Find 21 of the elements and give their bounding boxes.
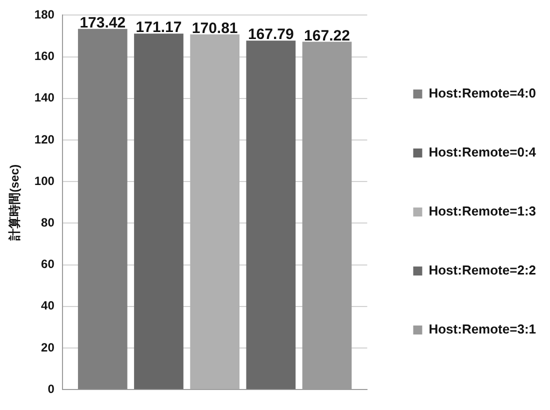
data-label: 167.22 (304, 27, 350, 44)
y-tick-label: 80 (41, 216, 55, 230)
y-tick-label: 140 (34, 90, 55, 105)
y-axis-title: 計算時間(sec) (8, 164, 22, 242)
y-tick-label: 40 (41, 298, 55, 313)
data-label: 173.42 (80, 14, 126, 32)
y-tick-label: 20 (41, 340, 55, 354)
legend-label: Host:Remote=4:0 (428, 86, 536, 101)
y-tick-label: 180 (34, 8, 55, 22)
legend-label: Host:Remote=0:4 (428, 144, 537, 160)
y-tick-label: 100 (34, 174, 55, 188)
y-tick-label: 0 (48, 382, 55, 396)
y-tick-label: 60 (41, 257, 55, 272)
legend-label: Host:Remote=3:1 (428, 322, 536, 337)
y-tick-label: 120 (34, 132, 55, 146)
data-label: 171.17 (136, 19, 182, 36)
data-label: 170.81 (192, 20, 238, 37)
y-tick-label: 160 (34, 49, 55, 64)
legend-label: Host:Remote=1:3 (428, 204, 536, 219)
data-label: 167.79 (248, 26, 294, 44)
legend-label: Host:Remote=2:2 (428, 262, 536, 278)
